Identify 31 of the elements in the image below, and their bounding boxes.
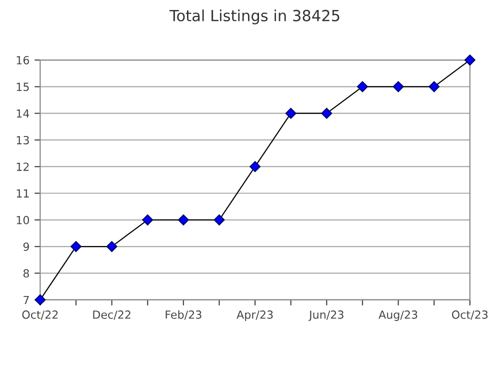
point (70, 241, 82, 252)
x-tick-label: Apr/23 (236, 310, 273, 321)
point (392, 81, 404, 92)
point (428, 81, 440, 92)
y-tick-label: 12 (16, 162, 29, 171)
y-tick-label: 10 (16, 216, 30, 224)
y-tick-label: 16 (16, 56, 30, 64)
chart-title: Total Listings in 38425 (169, 10, 340, 24)
y-tick-label: 9 (23, 242, 29, 251)
x-tick-label: Feb/23 (166, 310, 202, 320)
point (321, 108, 332, 119)
y-tick-label: 8 (23, 269, 30, 278)
point (285, 108, 296, 119)
x-tick-label: Oct/22 (22, 310, 58, 320)
y-tick-label: 11 (16, 189, 29, 198)
y-tick-label: 15 (16, 82, 29, 92)
y-tick-label: 14 (16, 109, 30, 118)
y-tick-label: 13 (16, 136, 29, 144)
point (34, 294, 46, 306)
point (142, 214, 154, 226)
point (357, 81, 368, 92)
y-tick-label: 7 (24, 296, 29, 304)
point (214, 214, 225, 226)
point (464, 54, 476, 66)
point (250, 161, 261, 172)
x-tick-label: Dec/22 (93, 310, 130, 320)
x-tick-label: Oct/23 (452, 310, 488, 320)
point (178, 214, 189, 226)
point (106, 241, 118, 252)
x-tick-label: Aug/23 (378, 310, 418, 321)
x-tick-label: Jun/23 (308, 310, 344, 321)
